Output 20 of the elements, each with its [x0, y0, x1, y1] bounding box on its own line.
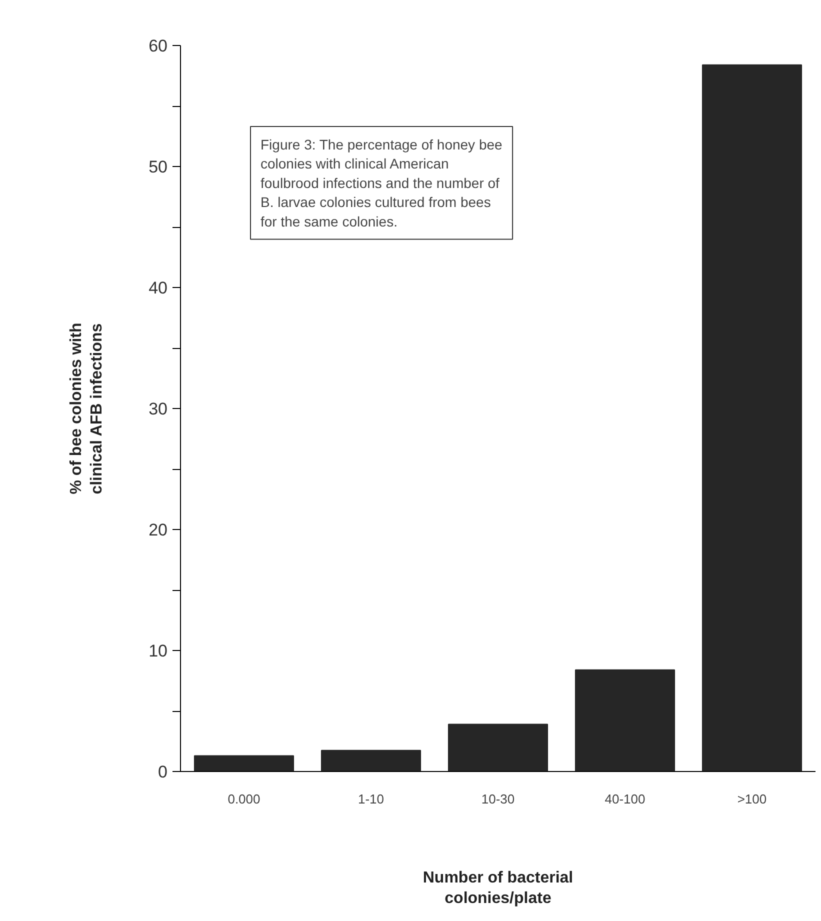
annotation: Figure 3: The percentage of honey bee colonies with clinical American foulbrood infections and the number of B. larvae colonies cultured from bees for the same colonies.: [260, 136, 503, 230]
bar: [320, 750, 422, 772]
y-tick-label: 60: [148, 36, 168, 56]
y-tick-label: 20: [148, 520, 168, 540]
x-tick-label: 10-30: [481, 792, 515, 806]
x-tick-label: 0.000: [228, 792, 260, 806]
bar: [448, 724, 548, 772]
y-tick-label: 50: [148, 158, 168, 176]
bar: [194, 755, 294, 772]
bar: [702, 64, 802, 772]
y-tick-label: 0: [158, 762, 168, 782]
x-tick-label: >100: [737, 792, 767, 806]
bar: [574, 669, 676, 772]
y-axis-title: % of bee colonies with clinical AFB infections: [68, 322, 106, 494]
x-tick-label: 40-100: [604, 792, 646, 806]
x-axis-title: Number of bacterial colonies/plate: [422, 870, 574, 907]
y-tick-label: 30: [148, 400, 168, 418]
y-tick-label: 10: [148, 642, 168, 660]
y-tick-label: 40: [148, 278, 168, 298]
x-tick-label: 1-10: [358, 792, 384, 806]
